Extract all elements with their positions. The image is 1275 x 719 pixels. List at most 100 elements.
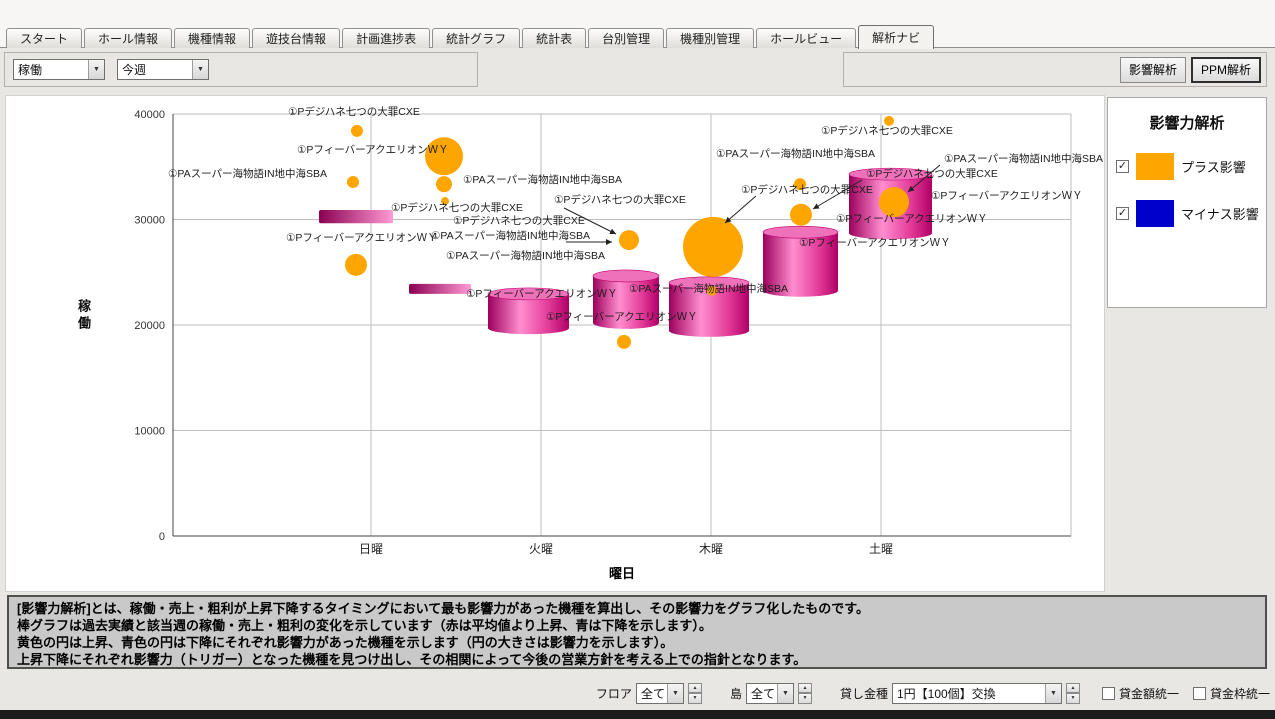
- y-tick-label: 20000: [134, 320, 165, 332]
- chevron-down-icon[interactable]: ▼: [776, 683, 793, 703]
- y-axis-title: 稼働: [76, 299, 91, 333]
- spinner-down-icon[interactable]: ▼: [1065, 693, 1080, 704]
- legend-label: マイナス影響: [1181, 207, 1259, 222]
- spinner-down-icon[interactable]: ▼: [687, 693, 702, 704]
- influence-bubble: [884, 115, 894, 126]
- metric-select[interactable]: 稼働 ▼: [13, 59, 105, 80]
- floor-select-value: 全て: [640, 686, 665, 701]
- influence-bubble: [436, 176, 452, 193]
- denomination-select-value: 1円【100個】交換: [896, 686, 996, 701]
- checkbox-label: 貸金枠統一: [1209, 686, 1270, 701]
- machine-label: ①PフィーバーアクエリオンＷＹ: [286, 232, 438, 244]
- bar-cylinder-body: [593, 275, 659, 323]
- legend-item-plus: プラス影響: [1116, 153, 1266, 180]
- influence-analysis-button[interactable]: 影響解析: [1119, 56, 1186, 83]
- tab-start[interactable]: スタート: [6, 28, 83, 48]
- tab-machine-info[interactable]: 遊技台情報: [252, 28, 341, 48]
- influence-bubble: [441, 197, 449, 206]
- tab-by-machine[interactable]: 台別管理: [588, 28, 665, 48]
- period-select-value: 今週: [122, 63, 147, 77]
- tab-analysis-navi[interactable]: 解析ナビ: [858, 25, 935, 49]
- checkbox-icon: [1192, 686, 1206, 700]
- description-line: 黄色の円は上昇、青色の円は下降にそれぞれ影響力があった機種を示します（円の大きさ…: [17, 635, 674, 650]
- unify-amount-checkbox[interactable]: 貸金額統一: [1101, 685, 1179, 702]
- machine-label: ①PフィーバーアクエリオンＷＹ: [297, 144, 449, 156]
- machine-label: ①Pデジハネ七つの大罪CXE: [866, 167, 998, 180]
- bar-cylinder-top: [762, 225, 839, 239]
- annotation-arrow: [563, 207, 617, 235]
- plus-influence-checkbox[interactable]: [1116, 160, 1129, 173]
- bar-flat: [319, 210, 393, 224]
- influence-chart: 曜日 0 10000 20000 30000 40000 日曜 火曜 木曜 土曜 ①Pデジハネ七つ…: [134, 105, 1103, 581]
- spinner-down-icon[interactable]: ▼: [797, 693, 812, 704]
- bar-cylinder-top: [487, 287, 570, 301]
- bar-flat: [409, 283, 471, 294]
- influence-bubble: [617, 334, 631, 349]
- minus-influence-swatch: [1136, 200, 1174, 227]
- influence-bubble: [351, 124, 363, 137]
- island-spinner[interactable]: ▲ ▼: [797, 682, 812, 704]
- denomination-select[interactable]: 1円【100個】交換 ▼: [891, 682, 1062, 704]
- annotation-arrow: [812, 179, 863, 210]
- filter-groupbox: 稼働 ▼ 今週 ▼: [4, 52, 478, 87]
- legend-item-minus: マイナス影響: [1116, 200, 1266, 227]
- machine-label: ①PフィーバーアクエリオンＷＹ: [836, 213, 988, 225]
- floor-label: フロア: [595, 686, 632, 701]
- spinner-up-icon[interactable]: ▲: [797, 682, 812, 693]
- bar-cylinder-top: [592, 269, 660, 283]
- metric-select-value: 稼働: [18, 63, 43, 77]
- tab-bar: スタート ホール情報 機種情報 遊技台情報 計画進捗表 統計グラフ 統計表 台別管理 機種別管理…: [6, 25, 936, 49]
- machine-label: ①PAスーパー海物語IN地中海SBA: [716, 147, 875, 160]
- tab-plan-progress[interactable]: 計画進捗表: [342, 28, 431, 48]
- influence-bubble: [879, 187, 909, 218]
- influence-bubble: [345, 253, 367, 276]
- floor-spinner[interactable]: ▲ ▼: [687, 682, 702, 704]
- chevron-down-icon[interactable]: ▼: [88, 60, 104, 79]
- island-select[interactable]: 全て ▼: [745, 682, 794, 704]
- bar-cylinder-body: [763, 232, 838, 291]
- influence-bubble: [794, 178, 806, 191]
- machine-label: ①Pデジハネ七つの大罪CXE: [391, 201, 523, 214]
- machine-label: ①PAスーパー海物語IN地中海SBA: [168, 167, 327, 180]
- chevron-down-icon[interactable]: ▼: [192, 60, 208, 79]
- y-tick-label: 40000: [134, 109, 165, 121]
- island-label: 島: [729, 686, 742, 701]
- chevron-down-icon[interactable]: ▼: [1044, 683, 1061, 703]
- influence-bubble: [347, 176, 359, 189]
- minus-influence-checkbox[interactable]: [1116, 207, 1129, 220]
- plus-influence-swatch: [1136, 153, 1174, 180]
- unify-frame-checkbox[interactable]: 貸金枠統一: [1192, 685, 1270, 702]
- chevron-down-icon[interactable]: ▼: [666, 683, 683, 703]
- x-tick-label: 木曜: [699, 542, 723, 556]
- legend-label: プラス影響: [1181, 160, 1246, 175]
- ppm-analysis-button[interactable]: PPM解析: [1190, 56, 1261, 83]
- x-axis-title: 曜日: [609, 566, 635, 581]
- denomination-label: 貸し金種: [839, 686, 888, 701]
- influence-bubble: [790, 203, 812, 226]
- tab-by-model[interactable]: 機種別管理: [666, 28, 755, 48]
- spinner-up-icon[interactable]: ▲: [1065, 682, 1080, 693]
- island-select-value: 全て: [750, 686, 775, 701]
- period-select[interactable]: 今週 ▼: [117, 59, 209, 80]
- denomination-spinner[interactable]: ▲ ▼: [1065, 682, 1080, 704]
- influence-bubble: [425, 137, 463, 176]
- machine-label: ①PフィーバーアクエリオンＷＹ: [546, 311, 698, 323]
- machine-label: ①Pデジハネ七つの大罪CXE: [741, 183, 873, 196]
- tab-model-info[interactable]: 機種情報: [174, 28, 251, 48]
- tab-hall-view[interactable]: ホールビュー: [756, 28, 857, 48]
- annotation-arrow: [907, 164, 941, 193]
- floor-select[interactable]: 全て ▼: [635, 682, 684, 704]
- influence-legend-panel: 影響力解析 プラス影響 マイナス影響: [1107, 97, 1267, 308]
- machine-label: ①PフィーバーアクエリオンＷＹ: [931, 190, 1083, 202]
- description-line: [影響力解析]とは、稼働・売上・粗利が上昇下降するタイミングにおいて最も影響力が…: [17, 601, 869, 616]
- description-line: 棒グラフは過去実績と該当週の稼働・売上・粗利の変化を示しています（赤は平均値より…: [17, 618, 712, 633]
- tab-stats-graph[interactable]: 統計グラフ: [432, 28, 521, 48]
- spinner-up-icon[interactable]: ▲: [687, 682, 702, 693]
- machine-label: ①Pデジハネ七つの大罪CXE: [554, 193, 686, 206]
- machine-label: ①PAスーパー海物語IN地中海SBA: [944, 152, 1103, 165]
- machine-label: ①PフィーバーアクエリオンＷＹ: [799, 237, 951, 249]
- legend-title: 影響力解析: [1149, 115, 1225, 132]
- x-tick-label: 土曜: [869, 542, 893, 556]
- tab-hall-info[interactable]: ホール情報: [84, 28, 173, 48]
- tab-stats-table[interactable]: 統計表: [522, 28, 587, 48]
